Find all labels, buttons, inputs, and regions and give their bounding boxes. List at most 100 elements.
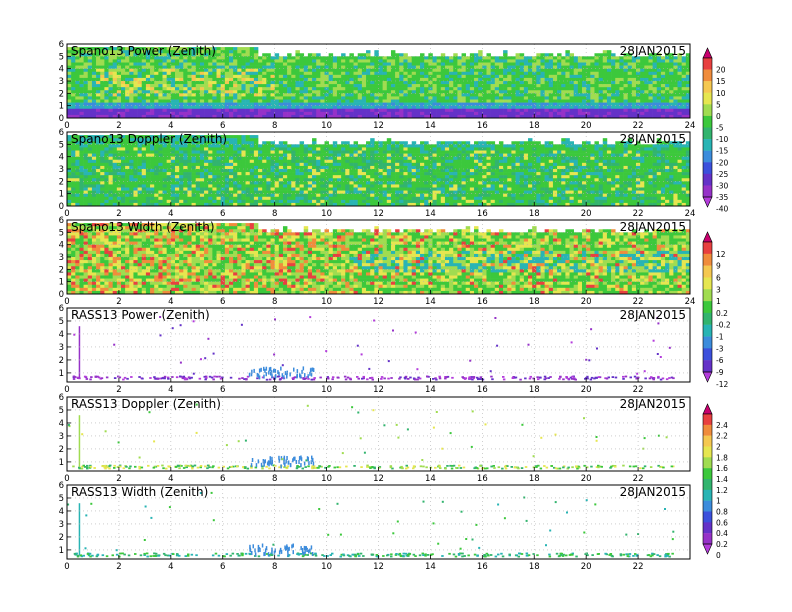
heatmap-cell (133, 59, 138, 63)
x-tick-labels: 0 2 4 6 8 10 12 14 16 18 20 22 24 (64, 114, 695, 131)
panel-spano13-power: Spano13 Power (Zenith) 28JAN2015 0123456… (59, 40, 696, 131)
heatmap-cell (116, 138, 122, 142)
heatmap-cell (162, 144, 167, 148)
heatmap-cell (67, 108, 72, 113)
heatmap-cell (449, 108, 454, 113)
heatmap-cell (228, 47, 234, 51)
heatmap-cell (366, 196, 371, 201)
heatmap-cell (569, 77, 574, 82)
heatmap-cell (220, 147, 226, 151)
heatmap-cell (133, 111, 138, 116)
heatmap-cell (299, 162, 305, 167)
heatmap-cell (528, 105, 533, 110)
heatmap-cell (461, 102, 467, 106)
heatmap-cell (79, 178, 84, 182)
heatmap-cell (262, 93, 267, 97)
heatmap-cell (237, 141, 242, 145)
heatmap-cell (316, 193, 321, 198)
heatmap-cell (166, 178, 172, 182)
heatmap-cell (336, 81, 342, 85)
heatmap-cell (125, 93, 130, 97)
heatmap-cell (154, 102, 159, 106)
heatmap-cell (565, 71, 570, 76)
heatmap-cell (449, 77, 454, 82)
heatmap-cell (390, 105, 396, 110)
heatmap-cell (656, 68, 662, 73)
heatmap-cell (557, 93, 562, 97)
heatmap-cell (312, 159, 317, 164)
heatmap-cell (640, 102, 645, 106)
heatmap-cell (129, 202, 134, 206)
heatmap-cell (328, 175, 334, 179)
heatmap-cell (627, 99, 633, 103)
heatmap-cell (191, 135, 197, 139)
heatmap-cell (440, 84, 446, 88)
heatmap-cell (87, 190, 93, 194)
heatmap-cell (307, 53, 313, 57)
heatmap-cell (108, 169, 113, 173)
heatmap-cell (199, 135, 205, 139)
heatmap-cell (253, 102, 259, 106)
heatmap-cell (120, 141, 126, 145)
heatmap-cell (349, 202, 354, 206)
heatmap-cell (241, 190, 246, 194)
heatmap-cell (598, 77, 604, 82)
heatmap-cell (515, 65, 521, 69)
heatmap-cell (287, 59, 292, 63)
heatmap-cell (241, 114, 246, 118)
heatmap-cell (129, 102, 134, 106)
heatmap-cell (590, 87, 595, 91)
heatmap-cell (67, 199, 72, 204)
y-tick-label: 4 (59, 65, 64, 75)
heatmap-cell (241, 172, 246, 176)
heatmap-cell (602, 56, 608, 60)
heatmap-cell (332, 84, 338, 88)
heatmap-cell (278, 193, 284, 198)
heatmap-cell (656, 81, 662, 85)
heatmap-cell (586, 81, 591, 85)
heatmap-cell (287, 114, 292, 118)
heatmap-cell (353, 190, 359, 194)
heatmap-cell (523, 65, 529, 69)
heatmap-cell (345, 202, 350, 206)
heatmap-cell (673, 71, 678, 76)
heatmap-cell (179, 156, 184, 161)
heatmap-cell (681, 84, 687, 88)
heatmap-cell (461, 81, 467, 85)
heatmap-cell (245, 84, 251, 88)
heatmap-cell (382, 178, 388, 182)
heatmap-cell (461, 90, 467, 94)
heatmap-cell (366, 147, 371, 151)
heatmap-cell (241, 147, 246, 151)
heatmap-cell (378, 156, 383, 161)
heatmap-cell (133, 153, 138, 157)
heatmap-cell (249, 156, 255, 161)
heatmap-cell (179, 153, 184, 157)
heatmap-cell (195, 68, 201, 73)
heatmap-cell (96, 102, 101, 106)
heatmap-cell (150, 178, 155, 182)
heatmap-cell (67, 202, 72, 206)
heatmap-cell (486, 105, 491, 110)
heatmap-cell (91, 162, 97, 167)
heatmap-cell (432, 90, 437, 94)
heatmap-cell (378, 202, 383, 206)
heatmap-cell (199, 68, 205, 73)
heatmap-cell (116, 141, 122, 145)
heatmap-cell (258, 184, 263, 188)
heatmap-cell (660, 96, 666, 100)
heatmap-cell (619, 96, 624, 100)
heatmap-cell (336, 153, 342, 157)
heatmap-cell (179, 99, 184, 103)
heatmap-cell (170, 175, 176, 179)
heatmap-cell (295, 162, 300, 167)
heatmap-cell (291, 56, 296, 60)
heatmap-cell (116, 153, 122, 157)
heatmap-cell (154, 138, 159, 142)
heatmap-cell (345, 99, 350, 103)
heatmap-cell (636, 65, 641, 69)
heatmap-cell (295, 99, 300, 103)
heatmap-cell (278, 77, 284, 82)
heatmap-cell (303, 56, 309, 60)
heatmap-cell (170, 56, 176, 60)
